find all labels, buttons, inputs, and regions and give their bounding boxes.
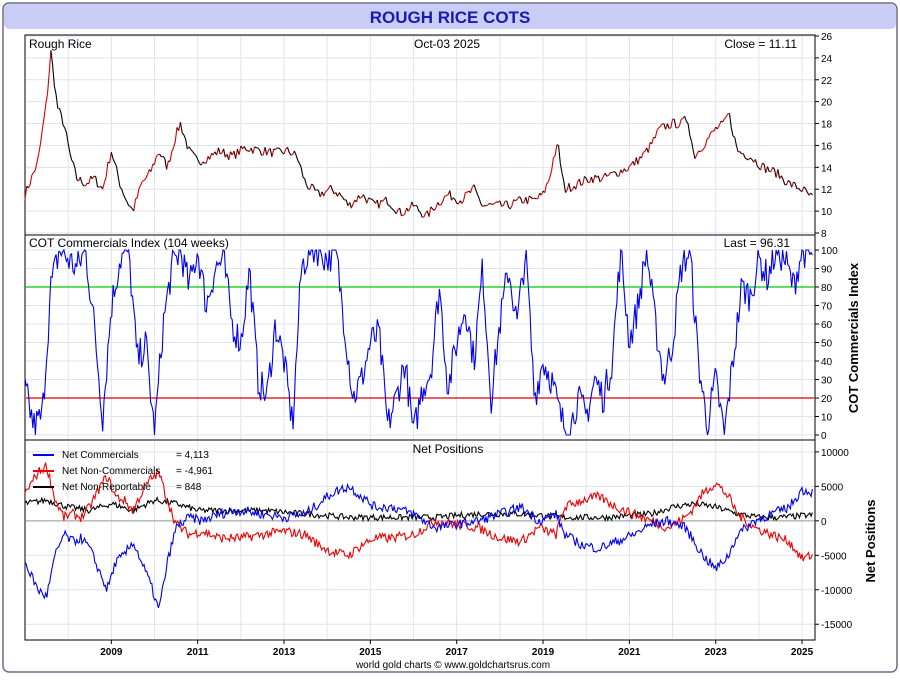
price-segment [533, 198, 535, 199]
y-tick-label: 20 [821, 394, 833, 405]
price-segment [291, 155, 293, 156]
y-tick-label: 80 [821, 283, 833, 294]
price-segment [220, 153, 222, 154]
y-tick-label: 100 [821, 246, 838, 257]
y-tick-label: 30 [821, 376, 833, 387]
net-panel-title: Net Positions [413, 442, 484, 456]
legend-value-net-non-reportable: = 848 [176, 482, 202, 493]
legend-value-net-commercials: = 4,113 [176, 450, 209, 461]
price-panel [25, 35, 815, 235]
y-tick-label: 16 [821, 141, 833, 152]
y-tick-label: 10 [821, 413, 833, 424]
price-segment [681, 118, 683, 119]
y-tick-label: -15000 [821, 620, 853, 631]
x-tick-label: 2025 [791, 647, 814, 658]
y-tick-label: 10 [821, 207, 833, 218]
y-tick-label: -5000 [821, 551, 847, 562]
legend-label-net-commercials: Net Commercials [62, 450, 139, 461]
y-tick-label: 70 [821, 302, 833, 313]
price-segment [445, 196, 447, 197]
legend-label-net-non-commercials: Net Non-Commercials [62, 466, 160, 477]
x-tick-label: 2009 [100, 647, 123, 658]
y-tick-label: 26 [821, 32, 833, 43]
x-tick-label: 2015 [359, 647, 382, 658]
y-tick-label: 40 [821, 357, 833, 368]
y-tick-label: -10000 [821, 586, 853, 597]
cot-axis-title: COT Commercials Index [846, 262, 861, 413]
y-tick-label: 50 [821, 339, 833, 350]
price-segment [246, 150, 248, 151]
price-segment [557, 145, 559, 146]
price-segment [486, 205, 488, 206]
x-tick-label: 2019 [532, 647, 555, 658]
price-date-label: Oct-03 2025 [414, 37, 480, 51]
cot-index-panel [25, 235, 815, 440]
y-tick-label: 18 [821, 120, 833, 131]
y-tick-label: 22 [821, 76, 833, 87]
y-tick-label: 60 [821, 320, 833, 331]
price-segment [490, 203, 492, 204]
price-segment [370, 199, 372, 200]
chart-title: ROUGH RICE COTS [370, 8, 531, 27]
price-segment [762, 163, 764, 164]
y-tick-label: 14 [821, 163, 833, 174]
y-tick-label: 8 [821, 229, 827, 240]
price-segment [94, 176, 96, 177]
y-tick-label: 20 [821, 98, 833, 109]
price-segment [707, 138, 709, 139]
price-segment [446, 195, 448, 196]
x-tick-label: 2017 [446, 647, 469, 658]
y-tick-label: 90 [821, 265, 833, 276]
y-tick-label: 24 [821, 54, 833, 65]
price-segment [534, 198, 536, 199]
x-tick-label: 2013 [273, 647, 296, 658]
cot-panel-title: COT Commercials Index (104 weeks) [29, 236, 229, 250]
legend-value-net-non-commercials: = -4,961 [176, 466, 213, 477]
x-tick-label: 2023 [705, 647, 728, 658]
price-close-label: Close = 11.11 [724, 37, 797, 51]
y-tick-label: 12 [821, 185, 833, 196]
price-segment [614, 172, 616, 173]
cot-last-label: Last = 96.31 [724, 236, 791, 250]
x-tick-label: 2011 [187, 647, 209, 658]
footer-credit: world gold charts © www.goldchartsrus.co… [355, 660, 550, 671]
y-tick-label: 0 [821, 431, 827, 442]
y-tick-label: 10000 [821, 448, 849, 459]
net-axis-title: Net Positions [863, 499, 878, 582]
price-segment [439, 205, 441, 206]
y-tick-label: 5000 [821, 482, 844, 493]
legend-label-net-non-reportable: Net Non-Reportable [62, 482, 151, 493]
price-panel-title: Rough Rice [29, 37, 92, 51]
price-segment [388, 205, 390, 206]
y-tick-label: 0 [821, 517, 827, 528]
x-tick-label: 2021 [618, 647, 641, 658]
